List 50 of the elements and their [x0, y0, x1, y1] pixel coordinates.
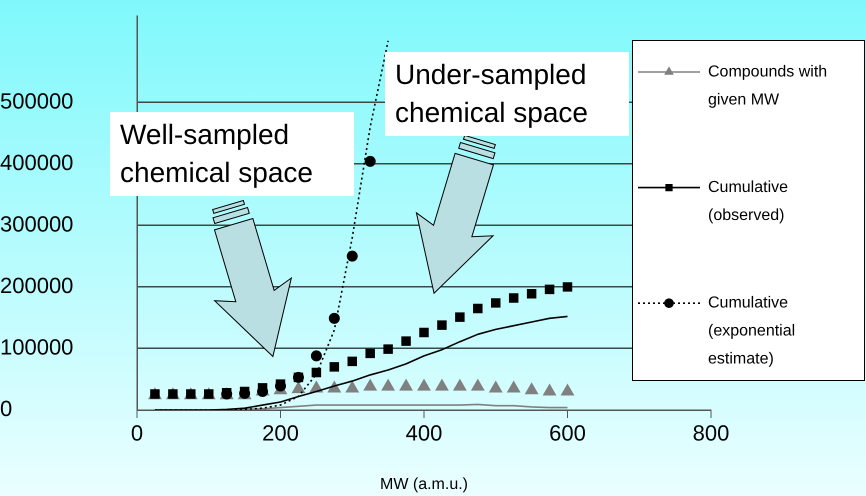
point	[560, 384, 574, 396]
point	[328, 312, 340, 324]
point	[473, 304, 483, 314]
point	[471, 379, 484, 391]
x-axis-title: MW (a.m.u.)	[380, 476, 468, 493]
point	[562, 282, 572, 292]
legend-label: Cumulative (exponential estimate)	[708, 294, 796, 368]
point	[292, 382, 305, 394]
point	[401, 336, 411, 346]
x-tick-label: 400	[406, 420, 442, 446]
point	[419, 328, 429, 338]
y-tick-label: 500000	[0, 88, 74, 114]
legend-label: Compounds with given MW	[708, 63, 828, 108]
point	[330, 362, 340, 372]
annotation: Well-sampled chemical space	[110, 112, 354, 196]
point	[525, 382, 538, 394]
point	[491, 298, 500, 308]
x-tick-label: 200	[262, 420, 299, 446]
point	[348, 356, 357, 366]
point	[400, 379, 413, 391]
point	[364, 156, 376, 167]
y-tick-label: 100000	[0, 334, 74, 360]
y-tick-label: 200000	[0, 273, 74, 298]
point	[455, 312, 465, 322]
point	[312, 368, 322, 378]
point	[507, 380, 520, 392]
point	[310, 350, 322, 362]
point	[364, 379, 377, 391]
point	[526, 288, 536, 298]
point	[346, 250, 358, 262]
point	[365, 348, 375, 358]
point	[543, 384, 556, 396]
point	[437, 320, 447, 330]
y-tick-label: 400000	[0, 150, 74, 175]
x-tick-label: 0	[130, 420, 144, 446]
point	[382, 379, 395, 391]
y-tick-label: 300000	[0, 211, 74, 236]
point	[417, 379, 431, 391]
annotation: Under-sampled chemical space	[385, 52, 629, 136]
point	[489, 380, 502, 392]
x-tick-label: 800	[692, 420, 730, 446]
point	[346, 380, 359, 392]
point	[508, 293, 518, 303]
point	[453, 379, 466, 391]
y-tick-label: 0	[0, 396, 12, 422]
point	[544, 284, 554, 294]
legend-label: Cumulative (observed)	[708, 179, 788, 224]
point	[383, 344, 393, 354]
x-tick-label: 600	[549, 420, 586, 446]
point	[435, 379, 448, 391]
